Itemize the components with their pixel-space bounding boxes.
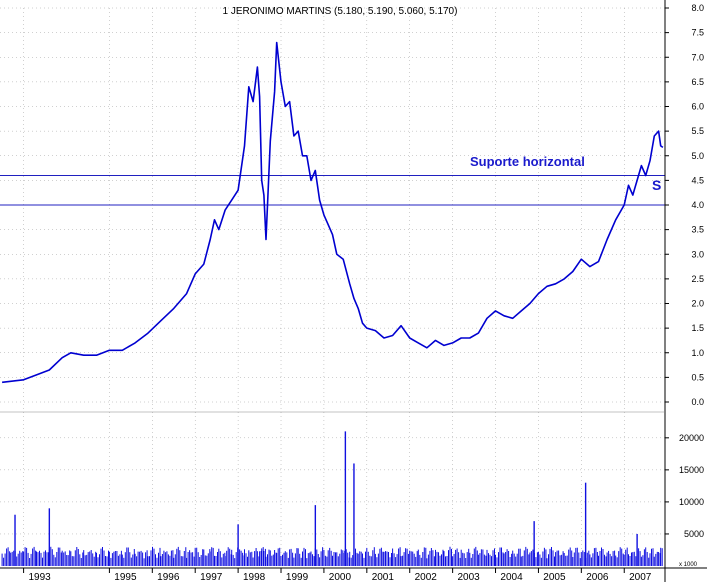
x-tick-label: 2001	[372, 572, 395, 582]
price-tick-label: 3.0	[691, 249, 704, 259]
volume-tick-label: 10000	[679, 497, 704, 507]
price-tick-label: 0.0	[691, 397, 704, 407]
x-tick-label: 1995	[114, 572, 137, 582]
x-tick-label: 2002	[415, 572, 438, 582]
price-tick-label: 3.5	[691, 225, 704, 235]
price-tick-label: 6.5	[691, 77, 704, 87]
price-series	[2, 41, 664, 384]
x-tick-label: 1993	[28, 572, 51, 582]
price-tick-label: 6.0	[691, 102, 704, 112]
volume-tick-label: 5000	[684, 529, 704, 539]
volume-tick-label: 15000	[679, 465, 704, 475]
price-tick-label: 7.0	[691, 52, 704, 62]
volume-tick-label: 20000	[679, 433, 704, 443]
price-tick-label: 8.0	[691, 3, 704, 13]
x-tick-label: 1998	[243, 572, 266, 582]
x-tick-label: 2004	[500, 572, 523, 582]
x-tick-label: 2006	[586, 572, 609, 582]
x-tick-label: 1996	[157, 572, 180, 582]
support-marker: S	[652, 177, 661, 193]
support-annotation: Suporte horizontal	[470, 154, 585, 169]
price-tick-label: 4.0	[691, 200, 704, 210]
x-tick-label: 2003	[458, 572, 481, 582]
volume-bars	[1, 431, 663, 566]
price-tick-label: 2.0	[691, 299, 704, 309]
price-tick-label: 1.5	[691, 323, 704, 333]
support-lines	[0, 174, 665, 206]
price-tick-label: 2.5	[691, 274, 704, 284]
x-tick-label: 2000	[329, 572, 352, 582]
chart-title: 1 JERONIMO MARTINS (5.180, 5.190, 5.060,…	[223, 6, 458, 17]
price-tick-label: 1.0	[691, 348, 704, 358]
x-tick-label: 2007	[629, 572, 652, 582]
grid-layer	[0, 7, 665, 566]
x-tick-label: 1999	[286, 572, 309, 582]
price-tick-label: 5.0	[691, 151, 704, 161]
price-tick-label: 7.5	[691, 28, 704, 38]
price-tick-label: 4.5	[691, 175, 704, 185]
price-tick-label: 5.5	[691, 126, 704, 136]
price-line	[2, 41, 664, 384]
x-tick-label: 2005	[543, 572, 566, 582]
price-tick-label: 0.5	[691, 372, 704, 382]
x-tick-label: 1997	[200, 572, 223, 582]
volume-unit-label: x 1000	[679, 562, 698, 568]
